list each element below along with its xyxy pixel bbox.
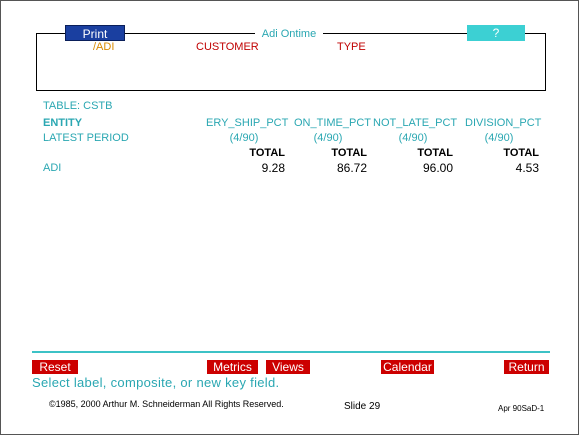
table-cell: 9.28 [261,161,285,175]
entity-label[interactable]: ENTITY [43,117,83,129]
table-label: TABLE: CSTB [43,100,113,112]
copyright-text: ©1985, 2000 Arthur M. Schneiderman All R… [49,399,284,409]
column-total-label: TOTAL [503,147,539,159]
calendar-button[interactable]: Calendar [381,360,434,374]
column-period: (4/90) [484,132,514,144]
print-button[interactable]: Print [65,25,125,41]
column-period: (4/90) [398,132,428,144]
column-total-label: TOTAL [331,147,367,159]
slide-code: Apr 90SaD-1 [498,404,545,413]
key-field-customer[interactable]: CUSTOMER [196,41,259,53]
column-total-label: TOTAL [249,147,285,159]
column-header-division-pct[interactable]: DIVISION_PCT [465,117,542,129]
row-label-adi[interactable]: ADI [43,162,62,174]
key-field-adi[interactable]: /ADI [93,41,115,53]
views-button[interactable]: Views [266,360,310,374]
metrics-button[interactable]: Metrics [207,360,258,374]
reset-button[interactable]: Reset [32,360,78,374]
column-period: (4/90) [313,132,343,144]
key-field-type[interactable]: TYPE [337,41,366,53]
column-total-label: TOTAL [417,147,453,159]
window-title: Adi Ontime [255,27,323,41]
column-period: (4/90) [229,132,259,144]
column-header-not-late-pct[interactable]: NOT_LATE_PCT [373,117,458,129]
latest-period-label: LATEST PERIOD [43,132,129,144]
column-header-on-time-pct[interactable]: ON_TIME_PCT [294,117,372,129]
divider [32,351,550,353]
table-cell: 4.53 [515,161,539,175]
column-header-ery-ship-pct[interactable]: ERY_SHIP_PCT [206,117,289,129]
slide-number: Slide 29 [344,401,381,412]
table-cell: 86.72 [336,161,367,175]
table-cell: 96.00 [422,161,453,175]
return-button[interactable]: Return [504,360,549,374]
help-button[interactable]: ? [467,25,525,41]
status-prompt: Select label, composite, or new key fiel… [32,375,280,390]
